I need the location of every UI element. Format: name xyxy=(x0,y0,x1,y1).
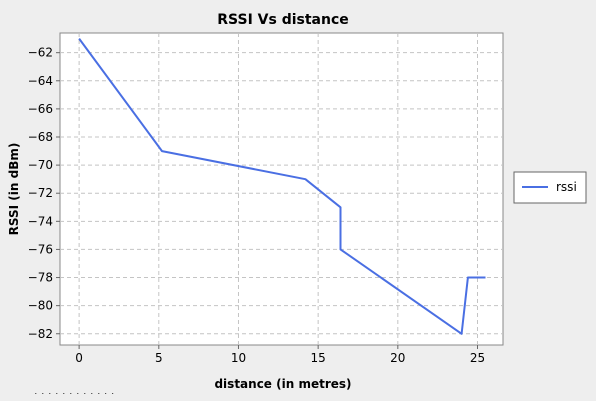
y-tick-label: −70 xyxy=(28,158,53,172)
chart-title: RSSI Vs distance xyxy=(217,12,349,28)
series-layer xyxy=(78,38,486,335)
legend: rssi xyxy=(513,171,587,204)
y-tick-label: −74 xyxy=(28,214,53,228)
y-tick-label: −66 xyxy=(28,102,53,116)
x-tick-label: 15 xyxy=(311,351,326,365)
x-tick-label: 10 xyxy=(231,351,246,365)
y-tick-label: −82 xyxy=(28,327,53,341)
x-tick-label: 0 xyxy=(75,351,83,365)
y-tick-label: −80 xyxy=(28,299,53,313)
x-tick-label: 5 xyxy=(155,351,163,365)
legend-label-rssi: rssi xyxy=(556,180,577,194)
y-tick-label: −62 xyxy=(28,46,53,60)
y-tick-label: −78 xyxy=(28,271,53,285)
x-tick-label: 20 xyxy=(390,351,405,365)
grid-layer xyxy=(60,33,503,345)
series-line-rssi xyxy=(78,38,486,335)
cropped-footer-text: · · · · · · · · · · · · xyxy=(34,393,364,401)
y-tick-label: −64 xyxy=(28,74,53,88)
y-tick-label: −68 xyxy=(28,130,53,144)
x-tick-label: 25 xyxy=(470,351,485,365)
y-axis-label: RSSI (in dBm) xyxy=(7,143,21,236)
y-tick-label: −72 xyxy=(28,186,53,200)
axis-layer: −62 −64 −66 −68 −70 −72 −74 −76 −78 −80 −82 0 5 10 15 2… xyxy=(28,46,485,365)
x-axis-label: distance (in metres) xyxy=(214,377,351,391)
cropped-footer-text-content: · · · · · · · · · · · · xyxy=(34,393,115,400)
y-tick-label: −76 xyxy=(28,242,53,256)
plot-area xyxy=(59,32,504,346)
